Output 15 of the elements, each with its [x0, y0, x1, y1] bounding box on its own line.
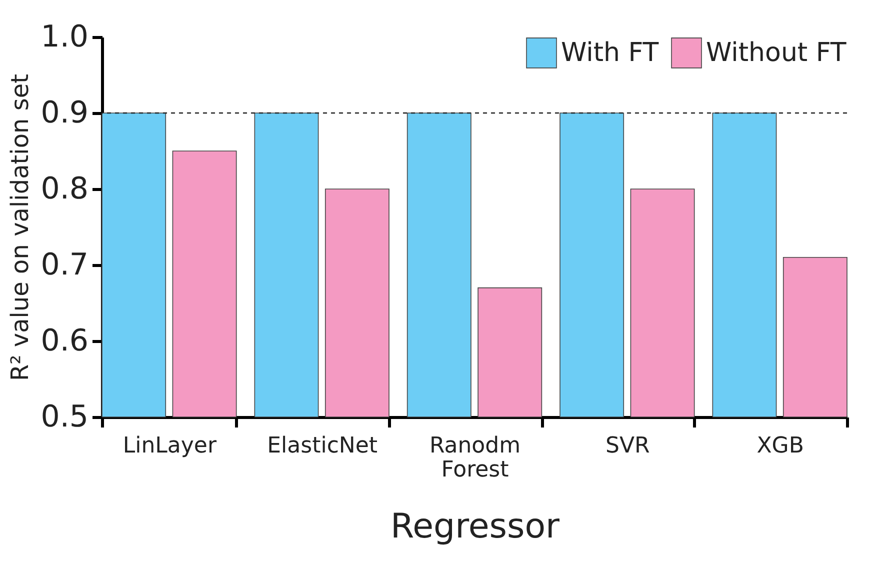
y-tick-label: 0.8 [40, 172, 88, 206]
y-tick-label: 0.5 [40, 400, 88, 434]
x-tick-label: SVR [606, 434, 650, 458]
legend-label: With FT [561, 38, 659, 68]
x-axis-title: Regressor [390, 506, 560, 546]
x-tick-label: ElasticNet [267, 434, 378, 458]
x-tick-label: Ranodm Forest [429, 434, 521, 482]
x-tick-label: XGB [756, 434, 804, 458]
y-tick-label: 1.0 [40, 20, 88, 54]
y-tick-label: 0.7 [40, 248, 88, 282]
y-tick-label: 0.6 [40, 324, 88, 358]
legend-label: Without FT [706, 38, 846, 68]
x-tick-label: LinLayer [122, 434, 218, 458]
y-axis-title: R² value on validation set [6, 74, 34, 382]
y-tick-label: 0.9 [40, 96, 88, 130]
